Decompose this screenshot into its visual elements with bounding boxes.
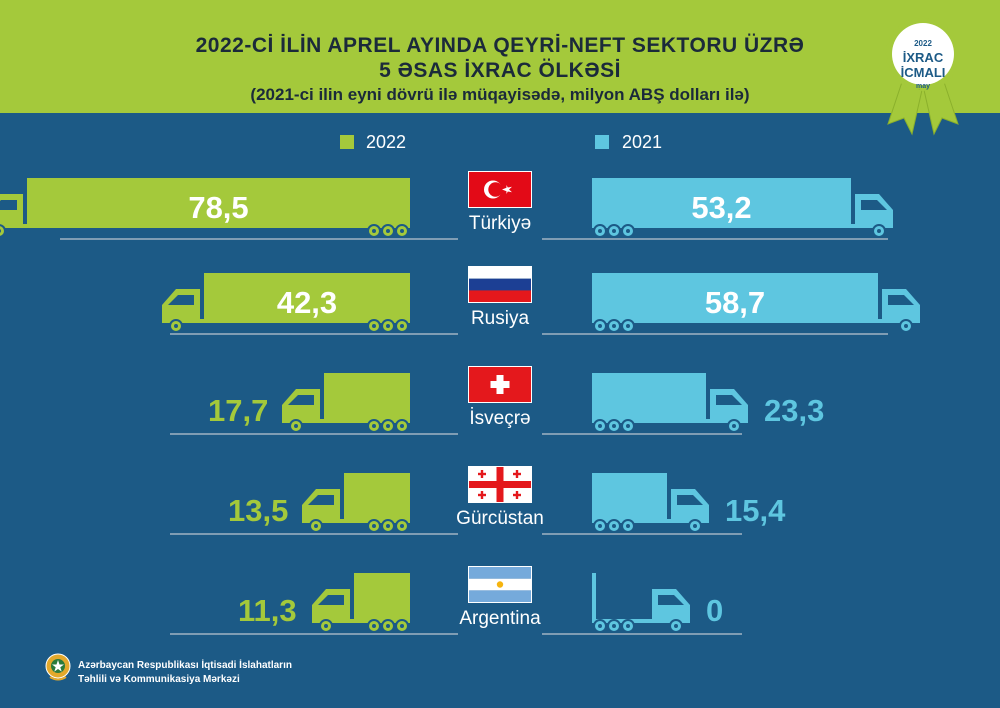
title-line-2: 5 ƏSAS İXRAC ÖLKƏSİ — [379, 59, 621, 82]
truck-2021-2 — [592, 273, 920, 333]
bar-2022-5 — [354, 573, 410, 619]
country-label-4: Gürcüstan — [456, 508, 544, 529]
badge-line1: İXRAC — [903, 50, 944, 65]
footer-line-2: Təhlili və Kommunikasiya Mərkəzi — [78, 674, 240, 685]
bar-2022-2 — [204, 273, 410, 319]
value-2021-2: 58,7 — [704, 285, 766, 320]
road-left — [170, 333, 458, 335]
road-right — [542, 433, 742, 435]
road-right — [542, 238, 888, 240]
footer-line-1: Azərbaycan Respublikası İqtisadi İslahat… — [78, 660, 292, 671]
header-band — [0, 0, 1000, 113]
flag-russia — [468, 266, 532, 303]
flag-argentina — [468, 566, 532, 603]
bar-2021-2 — [592, 273, 878, 319]
badge-line2: İCMALI — [901, 65, 946, 80]
road-left — [170, 633, 458, 635]
flag-georgia — [468, 466, 532, 503]
bar-2021-1 — [592, 178, 851, 224]
road-right — [542, 333, 888, 335]
road-left — [170, 433, 458, 435]
bar-2022-1 — [27, 178, 410, 224]
truck-2022-1 — [0, 178, 410, 238]
bar-2022-4 — [344, 473, 410, 519]
value-2022-2: 42,3 — [276, 285, 338, 320]
country-label-5: Argentina — [459, 608, 541, 629]
country-label-2: Rusiya — [470, 308, 530, 329]
title-line-1: 2022-Cİ İLİN APREL AYINDA QEYRİ-NEFT SEK… — [195, 34, 805, 57]
state-emblem-icon — [45, 653, 71, 681]
flag-switzerland — [468, 366, 532, 403]
value-2022-3: 17,7 — [208, 393, 269, 428]
country-label-3: İsveçrə — [469, 408, 531, 429]
road-left — [170, 533, 458, 535]
country-label-1: Türkiyə — [468, 213, 532, 234]
legend-label-2022: 2022 — [366, 132, 407, 152]
flag-turkey — [468, 171, 532, 208]
truck-2022-3 — [282, 373, 410, 433]
truck-2022-4 — [302, 473, 410, 533]
badge-month: may — [916, 83, 930, 90]
bar-2022-3 — [324, 373, 410, 419]
legend-swatch-2022 — [340, 135, 354, 149]
value-2022-4: 13,5 — [228, 493, 289, 528]
value-2022-1: 78,5 — [188, 190, 249, 225]
truck-2022-5 — [312, 573, 410, 633]
truck-2021-5 — [592, 573, 690, 633]
value-2022-5: 11,3 — [238, 593, 297, 628]
export-review-badge: 2022 İXRAC İCMALI may — [885, 16, 961, 136]
subtitle: (2021-ci ilin eyni dövrü ilə müqayisədə,… — [250, 85, 750, 104]
bar-2021-3 — [592, 373, 706, 419]
truck-2022-2 — [162, 273, 410, 333]
road-right — [542, 533, 742, 535]
bar-2021-4 — [592, 473, 667, 519]
legend-swatch-2021 — [595, 135, 609, 149]
road-right — [542, 633, 742, 635]
value-2021-1: 53,2 — [691, 190, 752, 225]
badge-year: 2022 — [914, 39, 932, 48]
value-2021-5: 0 — [706, 593, 724, 628]
value-2021-3: 23,3 — [764, 393, 825, 428]
value-2021-4: 15,4 — [725, 493, 786, 528]
truck-2021-3 — [592, 373, 748, 433]
legend-label-2021: 2021 — [622, 132, 663, 152]
road-left — [60, 238, 458, 240]
truck-2021-4 — [592, 473, 709, 533]
truck-2021-1 — [592, 178, 893, 238]
